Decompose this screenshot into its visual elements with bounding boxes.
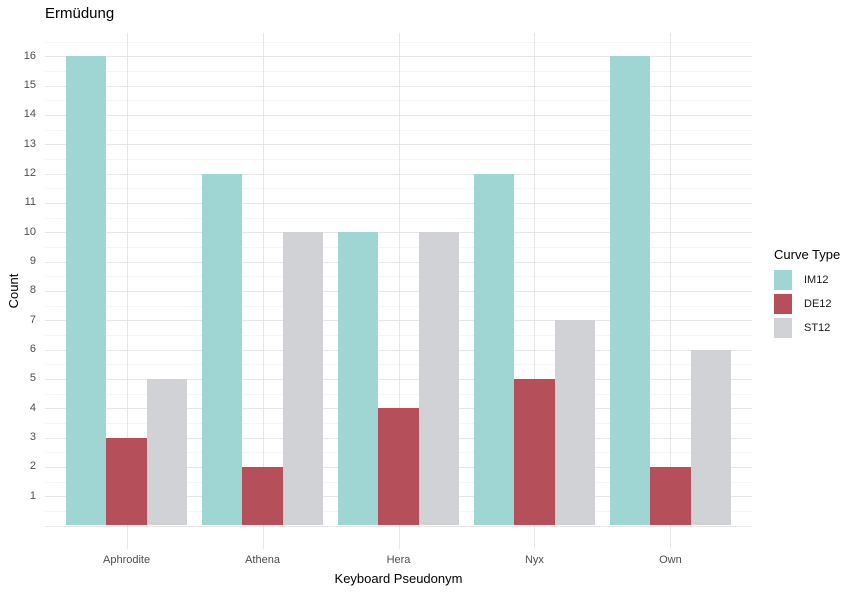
y-tick-label: 9 (29, 255, 36, 268)
gridline-major-vertical (534, 33, 536, 549)
y-tick-label: 4 (29, 401, 36, 414)
gridline-major-vertical (670, 33, 672, 549)
y-tick-label: 15 (23, 79, 36, 92)
legend-key-DE12 (774, 294, 792, 314)
chart-title: Ermüdung (45, 5, 115, 22)
legend: Curve Type IM12 DE12 ST12 (774, 247, 840, 342)
bar-ST12-Athena (282, 232, 324, 526)
y-tick-label: 13 (23, 137, 36, 150)
y-tick-label: 14 (23, 108, 36, 121)
bar-IM12-Own (609, 56, 651, 526)
y-tick-label: 2 (29, 460, 36, 473)
y-tick-label: 5 (29, 372, 36, 385)
gridline-major-vertical (262, 33, 264, 549)
legend-items: IM12 DE12 ST12 (774, 270, 840, 338)
x-tick-label: Aphrodite (103, 554, 151, 566)
y-tick-label: 6 (29, 343, 36, 356)
bar-DE12-Athena (242, 466, 283, 526)
y-tick-label: 1 (29, 489, 36, 502)
x-axis-title: Keyboard Pseudonym (334, 571, 463, 586)
legend-title: Curve Type (774, 247, 841, 262)
gridline-major-vertical (398, 33, 400, 549)
bar-DE12-Own (650, 466, 691, 526)
legend-label: ST12 (804, 322, 831, 334)
x-tick-label: Own (659, 554, 682, 566)
legend-label: IM12 (804, 274, 829, 286)
y-tick-label: 7 (29, 313, 36, 326)
legend-item-ST12: ST12 (774, 318, 840, 338)
bar-DE12-Hera (378, 408, 419, 526)
legend-key-ST12 (774, 318, 792, 338)
bar-IM12-Athena (201, 173, 243, 526)
y-tick-label: 8 (29, 284, 36, 297)
gridline-major-vertical (126, 33, 128, 549)
y-tick-label: 3 (29, 431, 36, 443)
x-tick-label: Hera (386, 554, 411, 566)
bar-IM12-Aphrodite (65, 56, 107, 526)
y-tick-label: 11 (24, 196, 36, 209)
bar-ST12-Hera (418, 232, 460, 526)
legend-label: DE12 (804, 298, 832, 310)
legend-item-IM12: IM12 (774, 270, 840, 290)
bar-DE12-Aphrodite (106, 437, 147, 526)
bar-ST12-Own (690, 349, 732, 526)
legend-item-DE12: DE12 (774, 294, 840, 314)
bar-ST12-Aphrodite (146, 378, 188, 526)
bar-IM12-Hera (337, 232, 379, 526)
y-tick-label: 10 (23, 225, 36, 238)
bar-DE12-Nyx (514, 378, 555, 526)
bar-ST12-Nyx (554, 320, 596, 526)
x-tick-label: Nyx (524, 554, 544, 566)
bar-IM12-Nyx (473, 173, 515, 526)
y-tick-label: 12 (23, 167, 36, 180)
y-tick-label: 16 (23, 49, 36, 62)
legend-key-IM12 (774, 270, 792, 290)
x-tick-label: Athena (245, 554, 280, 566)
